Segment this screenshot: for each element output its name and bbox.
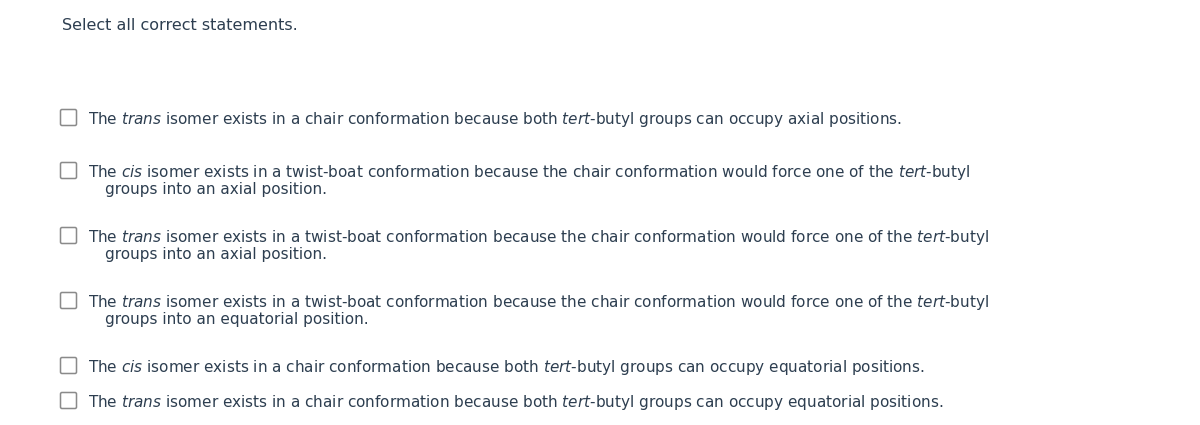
Text: groups into an axial position.: groups into an axial position.: [106, 247, 326, 262]
Text: groups into an equatorial position.: groups into an equatorial position.: [106, 312, 368, 327]
Text: The $\it{trans}$ isomer exists in a twist-boat conformation because the chair co: The $\it{trans}$ isomer exists in a twis…: [88, 228, 989, 247]
Text: Select all correct statements.: Select all correct statements.: [62, 18, 298, 33]
Text: The $\it{cis}$ isomer exists in a chair conformation because both $\it{tert}$-bu: The $\it{cis}$ isomer exists in a chair …: [88, 358, 925, 377]
Text: The $\it{trans}$ isomer exists in a chair conformation because both $\it{tert}$-: The $\it{trans}$ isomer exists in a chai…: [88, 393, 943, 412]
Text: The $\it{trans}$ isomer exists in a twist-boat conformation because the chair co: The $\it{trans}$ isomer exists in a twis…: [88, 293, 989, 312]
Text: The $\it{trans}$ isomer exists in a chair conformation because both $\it{tert}$-: The $\it{trans}$ isomer exists in a chai…: [88, 110, 902, 129]
Text: groups into an axial position.: groups into an axial position.: [106, 182, 326, 197]
Text: The $\it{cis}$ isomer exists in a twist-boat conformation because the chair conf: The $\it{cis}$ isomer exists in a twist-…: [88, 163, 971, 182]
